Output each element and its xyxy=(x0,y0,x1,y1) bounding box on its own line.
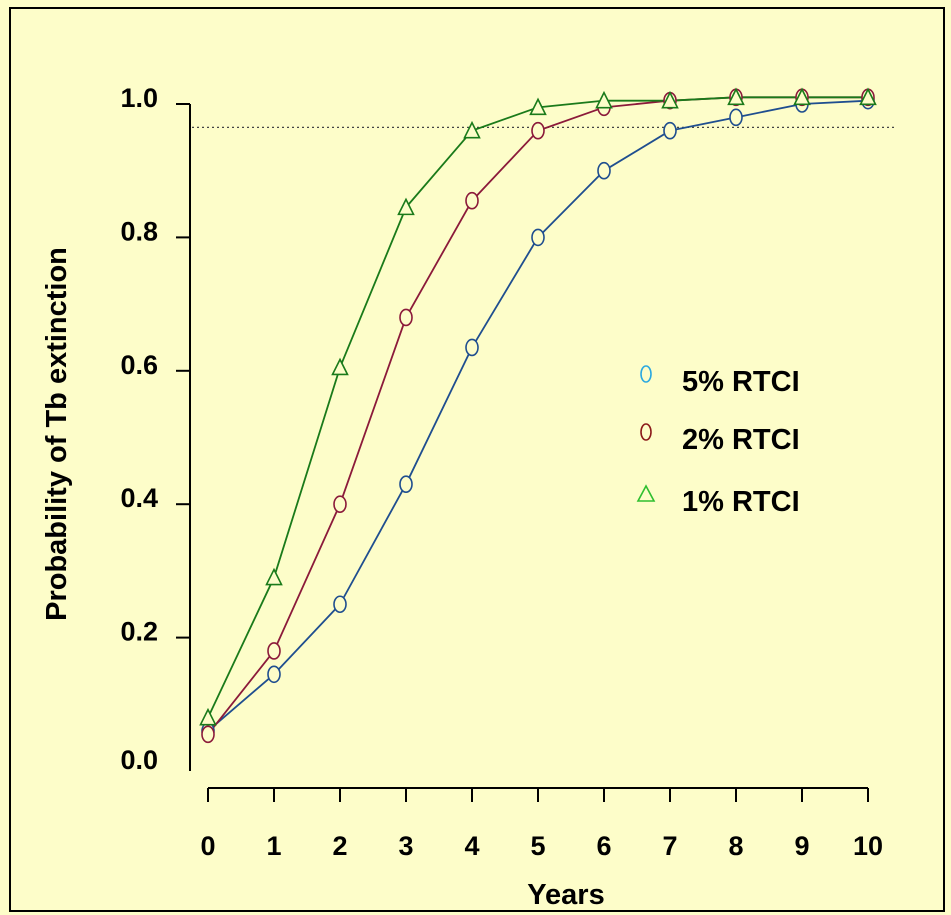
data-point-circle xyxy=(267,642,281,660)
data-point-triangle xyxy=(463,120,481,139)
x-tick-label: 8 xyxy=(728,831,743,861)
data-point-triangle xyxy=(793,87,811,106)
data-point-circle xyxy=(465,191,479,210)
x-tick-label: 4 xyxy=(464,831,479,861)
data-point-triangle xyxy=(397,197,415,216)
y-tick-label: 0.4 xyxy=(120,483,158,513)
x-tick-label: 3 xyxy=(398,831,413,861)
legend-label: 5% RTCI xyxy=(682,366,800,398)
legend-label: 1% RTCI xyxy=(682,486,800,518)
data-point-circle xyxy=(465,338,479,357)
data-point-triangle xyxy=(529,97,547,116)
legend-marker xyxy=(636,484,656,502)
data-point-triangle xyxy=(265,567,283,586)
data-point-circle xyxy=(597,161,611,180)
y-tick-label: 0.0 xyxy=(120,745,158,775)
x-tick-label: 7 xyxy=(662,831,677,861)
chart-frame xyxy=(9,7,945,912)
x-tick-label: 1 xyxy=(266,831,281,861)
x-tick-label: 0 xyxy=(200,831,215,861)
x-tick-label: 6 xyxy=(596,831,611,861)
data-point-circle xyxy=(663,121,677,140)
data-point-circle xyxy=(399,475,413,493)
data-point-triangle xyxy=(859,87,877,106)
legend-marker xyxy=(640,365,652,383)
data-point-triangle xyxy=(661,90,679,109)
series-line-2 xyxy=(207,96,868,719)
x-tick-label: 10 xyxy=(853,831,883,861)
y-tick-label: 0.2 xyxy=(120,617,158,647)
x-tick-label: 9 xyxy=(794,831,809,861)
data-point-circle xyxy=(399,308,413,327)
data-point-circle xyxy=(333,595,347,614)
data-point-triangle xyxy=(727,87,745,106)
data-point-circle xyxy=(531,121,545,140)
data-point-triangle xyxy=(199,707,217,726)
x-tick-label: 2 xyxy=(332,831,347,861)
data-point-triangle xyxy=(331,357,349,376)
y-tick-label: 0.6 xyxy=(120,350,158,380)
legend-marker xyxy=(640,423,652,441)
data-point-circle xyxy=(729,108,743,127)
x-tick-label: 5 xyxy=(530,831,545,861)
x-axis-title: Years xyxy=(527,879,604,911)
y-tick-label: 0.8 xyxy=(120,216,158,246)
y-axis-title: Probability of Tb extinction xyxy=(41,247,73,621)
data-point-triangle xyxy=(595,90,613,109)
y-tick-label: 1.0 xyxy=(120,83,158,113)
data-point-circle xyxy=(333,495,347,514)
data-point-circle xyxy=(267,665,281,684)
legend-label: 2% RTCI xyxy=(682,424,800,456)
series-line-0 xyxy=(207,99,869,732)
data-point-circle xyxy=(531,228,545,247)
data-point-circle xyxy=(201,725,215,744)
